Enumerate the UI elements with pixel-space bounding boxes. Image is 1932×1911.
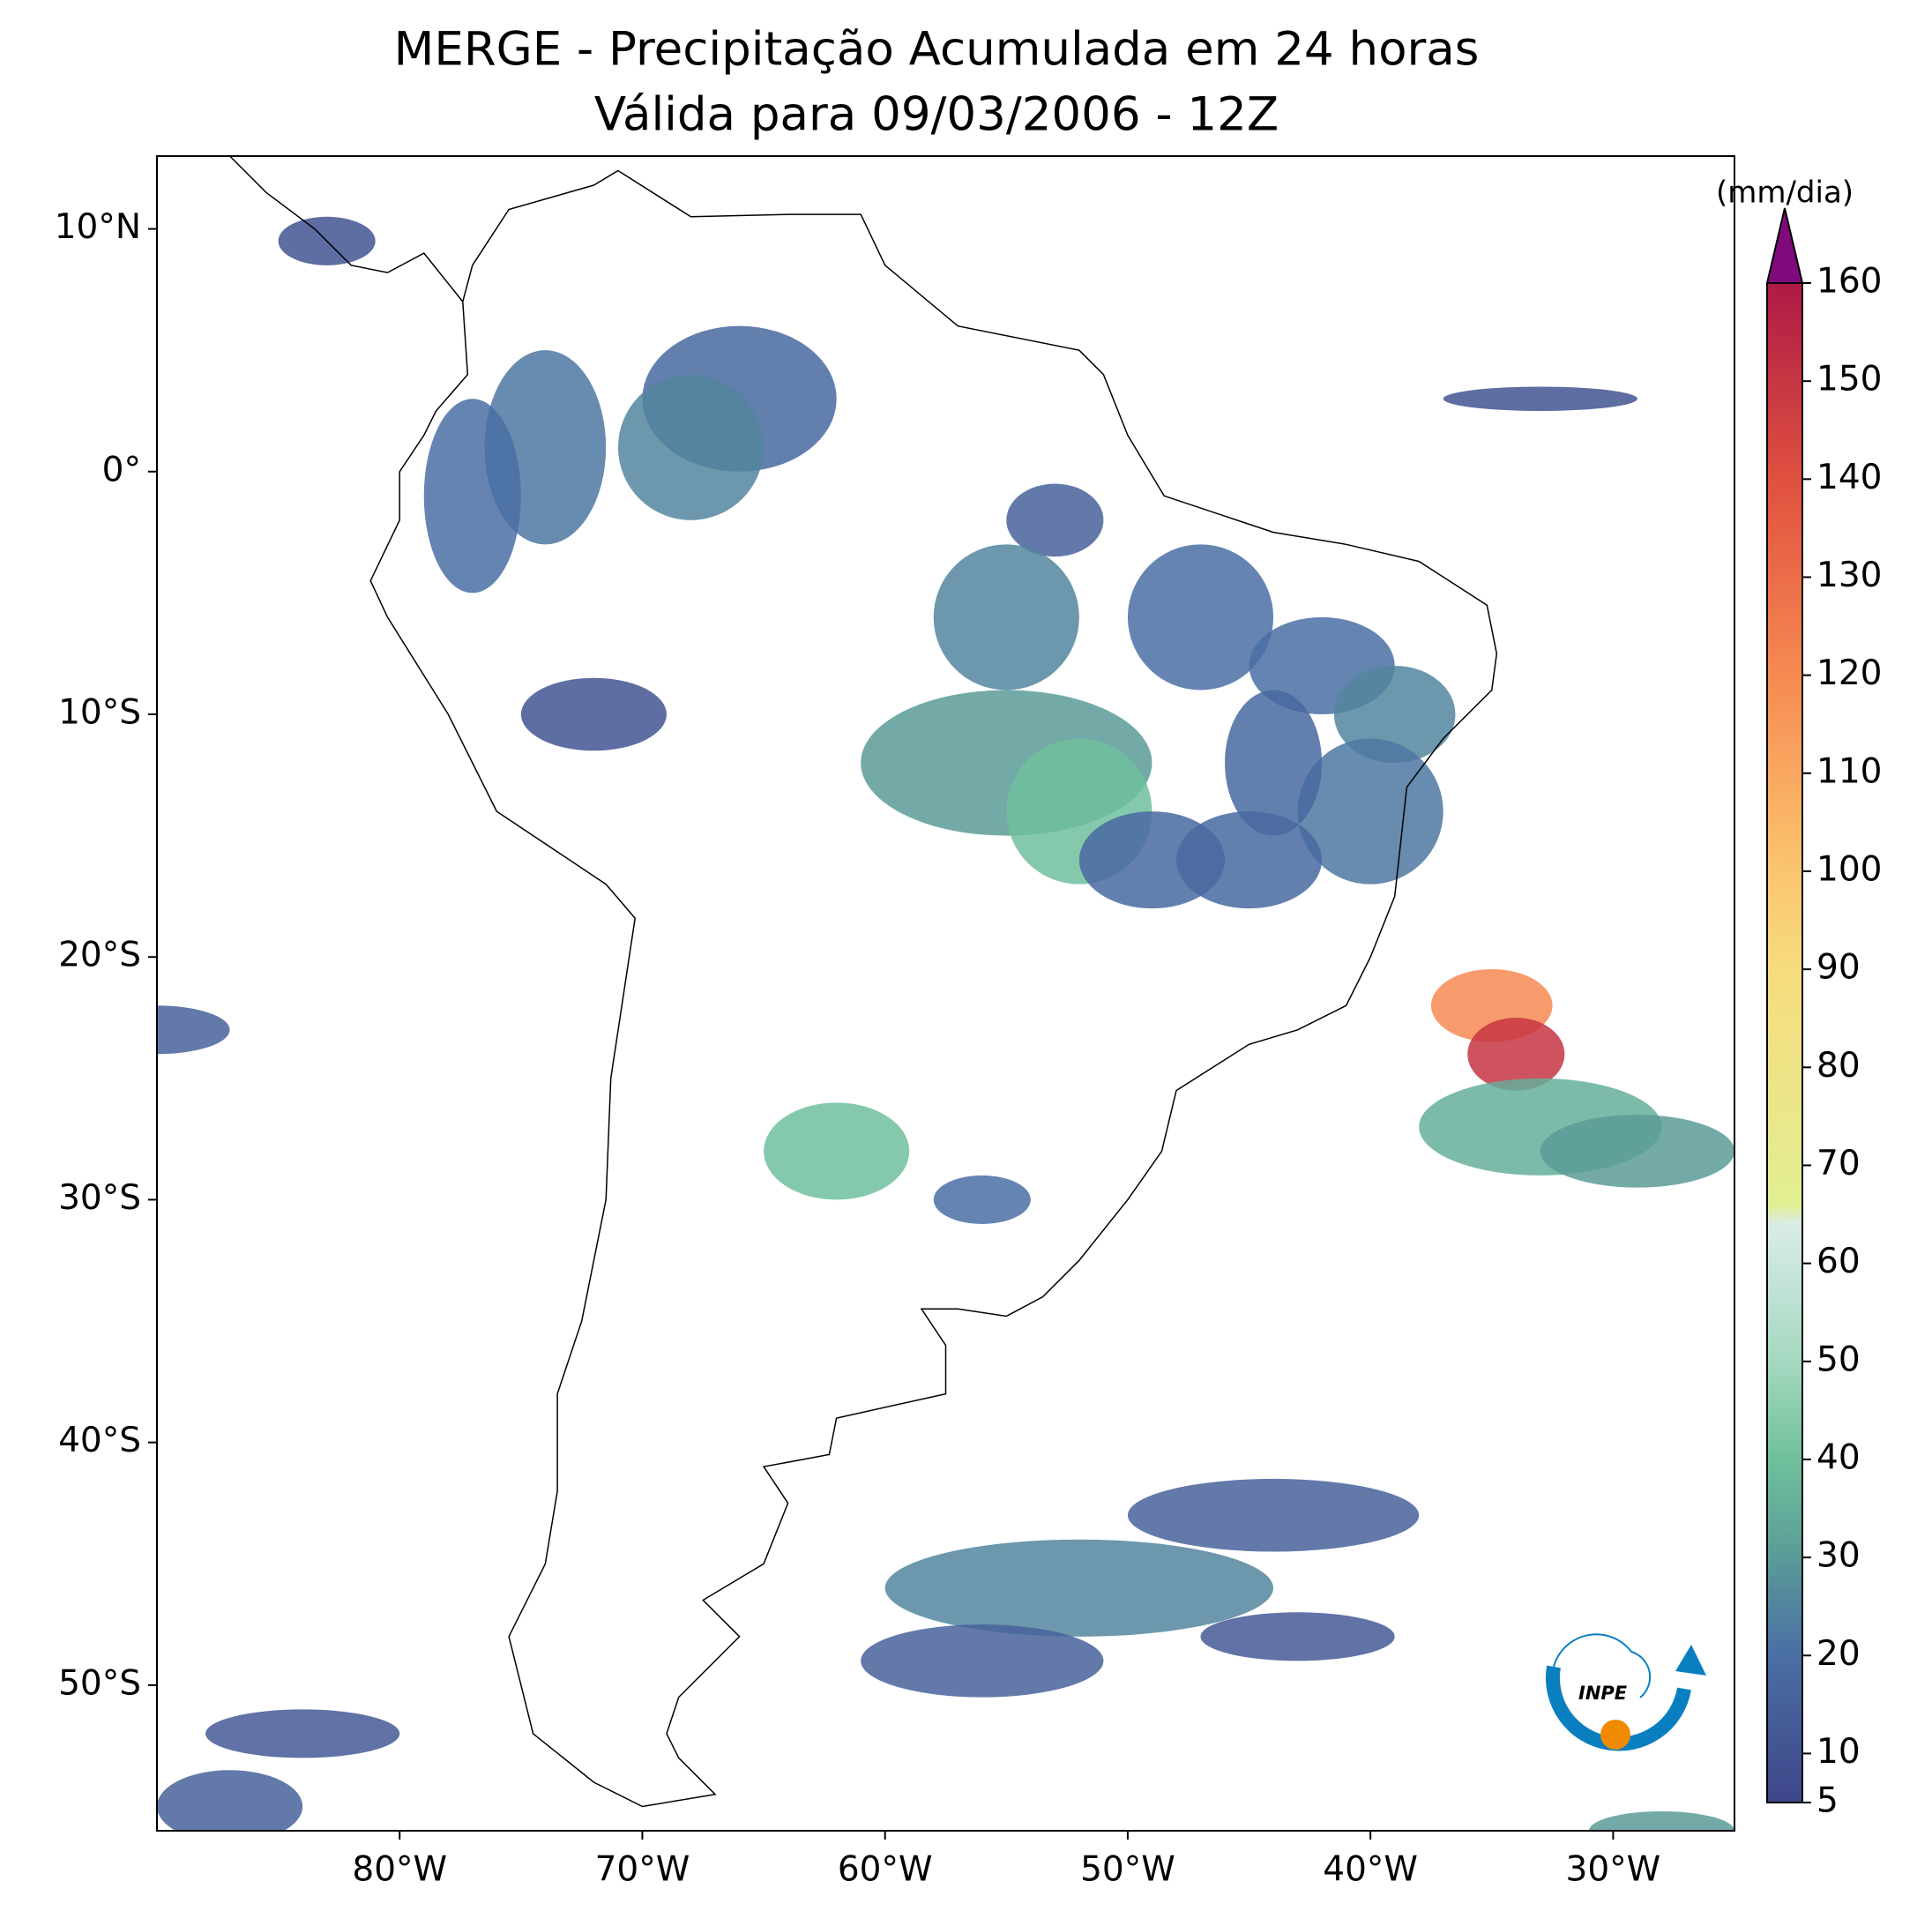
colorbar-tick-label: 120 xyxy=(1816,653,1882,693)
x-tick-label: 60°W xyxy=(838,1850,933,1890)
axes: 80°W 70°W 60°W 50°W 40°W 30°W 10°N 0° 10°S 20°S 30… xyxy=(55,207,1661,1889)
precip-area xyxy=(861,1624,1104,1698)
precip-area xyxy=(205,1709,400,1758)
precip-area xyxy=(933,544,1079,690)
precip-area xyxy=(1333,665,1456,764)
y-tick-label: 50°S xyxy=(58,1663,141,1703)
precip-area xyxy=(157,1005,230,1055)
colorbar-tick-label: 40 xyxy=(1816,1437,1861,1477)
precip-area xyxy=(1200,1612,1395,1661)
colorbar-extend xyxy=(1765,207,1804,284)
colorbar-tick-label: 90 xyxy=(1816,948,1861,988)
colorbar-tick-label: 10 xyxy=(1816,1732,1861,1772)
precip-area xyxy=(1006,483,1104,557)
precip-area xyxy=(520,677,667,751)
colorbar-tick-label: 130 xyxy=(1816,556,1882,595)
x-tick-label: 40°W xyxy=(1323,1850,1418,1890)
colorbar-tick-label: 60 xyxy=(1816,1242,1861,1281)
map-frame xyxy=(156,155,1735,1832)
precip-area xyxy=(1127,1478,1420,1552)
precip-area xyxy=(764,1102,910,1200)
coastline xyxy=(369,169,1498,1808)
logo-sun xyxy=(1600,1720,1630,1750)
y-tick-label: 10°S xyxy=(58,693,141,733)
precip-area xyxy=(1443,386,1637,411)
precip-area xyxy=(1078,811,1226,909)
precip-area xyxy=(423,399,521,593)
map-title: MERGE - Precipitação Acumulada em 24 hor… xyxy=(394,23,1480,77)
precip-area xyxy=(884,1539,1274,1637)
colorbar-label: (mm/dia) xyxy=(1716,175,1854,211)
logo: INPE xyxy=(1545,1633,1706,1751)
precip-area xyxy=(1540,1115,1734,1188)
precip-area xyxy=(1225,690,1323,836)
colorbar-tick-label: 5 xyxy=(1816,1781,1839,1821)
colorbar-tick-label: 30 xyxy=(1816,1536,1861,1576)
colorbar: (mm/dia) 5 10 20 30 40 50 60 70 80 90 100 110 120 130 1… xyxy=(1716,175,1883,1821)
precip-area xyxy=(933,1175,1031,1224)
colorbar-tick-label: 80 xyxy=(1816,1046,1861,1086)
x-tick-label: 50°W xyxy=(1080,1850,1175,1890)
plot-area xyxy=(157,156,1734,1831)
precip-area xyxy=(1297,738,1443,885)
y-tick-label: 30°S xyxy=(58,1178,141,1218)
y-tick-label: 40°S xyxy=(58,1421,141,1460)
coastline xyxy=(229,156,464,302)
precip-area xyxy=(157,1770,303,1831)
colorbar-tick-label: 20 xyxy=(1816,1634,1861,1674)
x-tick-label: 80°W xyxy=(352,1850,447,1890)
y-tick-label: 10°N xyxy=(55,207,141,247)
colorbar-fill xyxy=(1766,282,1803,1803)
colorbar-tick-label: 50 xyxy=(1816,1340,1861,1379)
colorbar-tick-label: 110 xyxy=(1816,751,1882,791)
y-tick-label: 0° xyxy=(102,450,141,489)
logo-orbit xyxy=(1553,1633,1652,1698)
colorbar-tick-label: 150 xyxy=(1816,360,1882,399)
x-tick-label: 30°W xyxy=(1566,1850,1661,1890)
x-tick-label: 70°W xyxy=(595,1850,690,1890)
precip-area xyxy=(617,374,765,520)
y-tick-label: 20°S xyxy=(58,936,141,975)
colorbar-tick-label: 140 xyxy=(1816,458,1882,497)
colorbar-tick-label: 160 xyxy=(1816,262,1882,302)
precip-area xyxy=(1127,544,1274,690)
precip-area xyxy=(1588,1810,1734,1831)
map-subtitle: Válida para 09/03/2006 - 12Z xyxy=(594,88,1279,142)
colorbar-tick-label: 100 xyxy=(1816,849,1882,889)
logo-text: INPE xyxy=(1578,1683,1628,1704)
precip-area xyxy=(1467,1018,1565,1091)
logo-arrow xyxy=(1675,1645,1706,1676)
colorbar-tick-label: 70 xyxy=(1816,1144,1861,1183)
